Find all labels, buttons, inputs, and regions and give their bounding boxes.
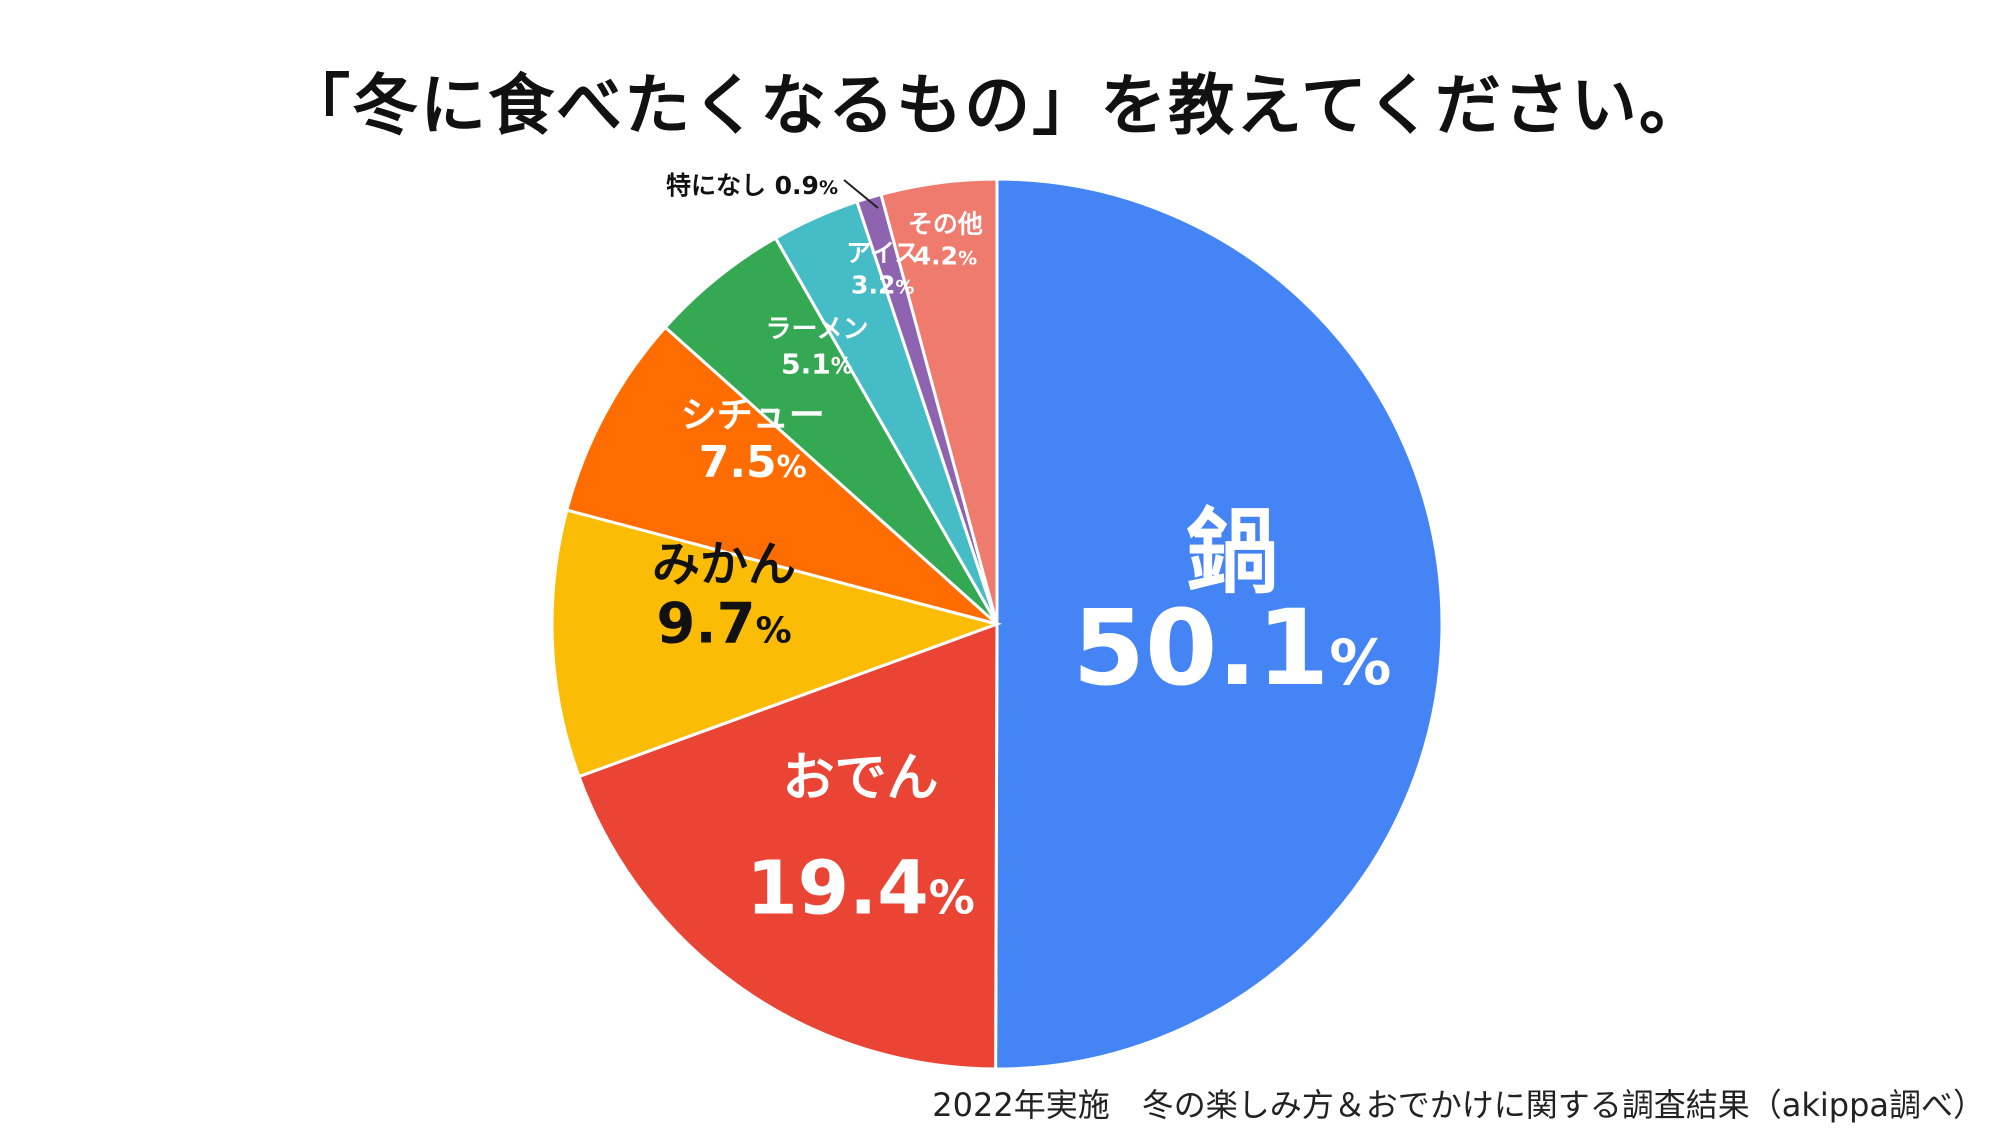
slice-value-number: 50.1	[1073, 587, 1330, 709]
slice-name: ラーメン	[766, 314, 869, 344]
pie-slice-2	[577, 621, 999, 1071]
pie-slice-4	[564, 325, 998, 626]
pie-label-7: 特になし 0.9%	[666, 171, 879, 209]
pie-label-text: 特になし 0.9%	[666, 171, 838, 200]
slice-name: みかん	[652, 536, 796, 592]
slice-value-number: 19.4	[746, 845, 929, 931]
slice-value-number: 9.7	[656, 591, 755, 656]
source-footnote: 2022年実施 冬の楽しみ方＆おでかけに関する調査結果（akippa調べ）	[932, 1086, 1985, 1124]
pie-slices	[550, 177, 1443, 1071]
slice-percent-sign: %	[895, 277, 914, 299]
slice-name: おでん	[783, 748, 939, 808]
slice-value: 3.2%	[851, 271, 914, 300]
slice-percent-sign: %	[958, 247, 977, 269]
pie-label-1: 鍋50.1%	[1073, 499, 1392, 709]
slice-value-number: 5.1	[781, 347, 831, 380]
slice-percent-sign: %	[831, 354, 853, 379]
leader-line	[843, 179, 879, 209]
slice-value: 9.7%	[656, 591, 791, 656]
slice-percent-sign: %	[1329, 626, 1391, 699]
slice-name: シチュー	[681, 395, 825, 436]
pie-slice-5	[663, 235, 999, 626]
chart-title: 「冬に食べたくなるもの」を教えてください。	[284, 67, 1707, 144]
pie-slice-1	[994, 177, 1443, 1071]
pie-slice-8	[879, 177, 999, 625]
pie-slice-3	[550, 508, 1002, 779]
slice-percent-sign: %	[777, 450, 807, 485]
pie-label-8: その他 4.2%	[908, 209, 983, 270]
slice-percent-sign: %	[819, 177, 838, 199]
slice-percent-sign: %	[929, 870, 975, 924]
slice-value-number: 7.5	[699, 437, 777, 488]
slice-value: 19.4%	[746, 845, 975, 931]
slice-value: 7.5%	[699, 437, 807, 488]
slice-value-number: 3.2	[851, 271, 895, 300]
slice-value: 50.1%	[1073, 587, 1392, 709]
slice-percent-sign: %	[756, 610, 792, 651]
pie-label-6: アイス 3.2%	[846, 239, 919, 300]
slice-name: 特になし	[666, 171, 775, 200]
slice-value: 5.1%	[781, 347, 853, 380]
slice-value: 0.9	[775, 171, 819, 200]
pie-labels: 鍋50.1%おでん19.4%みかん9.7%シチュー7.5%ラーメン5.1%アイス…	[652, 171, 1391, 931]
slice-name: 鍋	[1186, 499, 1278, 606]
pie-label-2: おでん 19.4%	[746, 748, 975, 931]
slice-name: その他	[908, 209, 983, 238]
slice-value-number: 4.2	[914, 241, 958, 270]
slice-name: アイス	[846, 239, 919, 268]
slice-value: 4.2%	[914, 241, 977, 270]
